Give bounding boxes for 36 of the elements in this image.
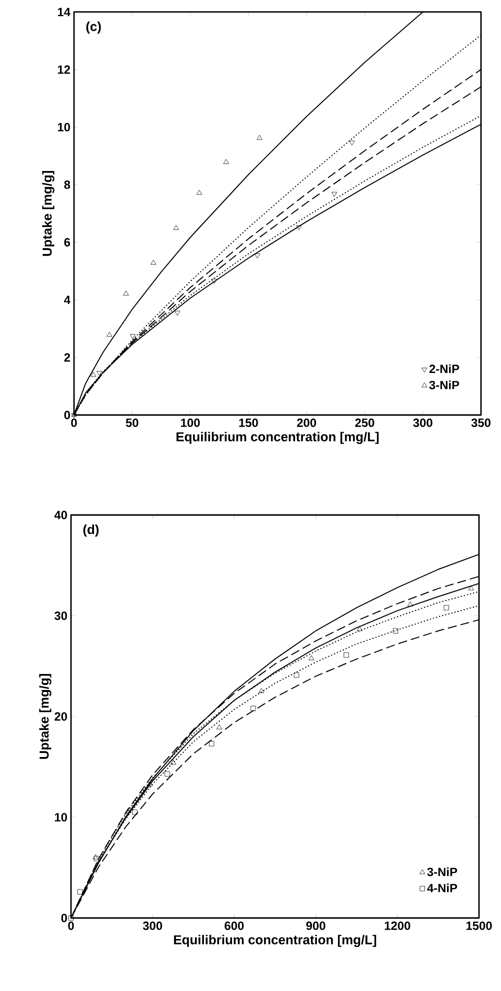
y-tick-label: 0	[64, 410, 70, 420]
x-tick-label: 50	[126, 418, 138, 427]
legend-label: 3-NiP	[429, 380, 460, 390]
x-tick-label: 350	[471, 418, 490, 427]
y-tick-label: 30	[54, 612, 67, 620]
x-tick-label: 1500	[466, 922, 492, 930]
y-tick-label: 10	[58, 122, 70, 132]
legend-label: 2-NiP	[429, 364, 460, 374]
x-tick-label: 900	[306, 922, 326, 930]
text: (c)	[86, 22, 101, 34]
y-tick-label: 2	[64, 353, 70, 362]
y-tick-label: 12	[58, 65, 70, 74]
y-tick-label: 10	[54, 813, 67, 822]
x-tick-label: 100	[181, 418, 200, 427]
y-tick-label: 0	[61, 914, 67, 922]
y-tick-label: 8	[64, 180, 70, 189]
x-tick-label: 300	[413, 418, 432, 427]
x-tick-label: 300	[142, 922, 162, 930]
legend-label: 4-NiP	[427, 884, 458, 892]
x-tick-label: 0	[71, 418, 77, 427]
x-tick-label: 600	[224, 922, 244, 930]
x-tick-label: 1200	[384, 922, 410, 930]
legend-label: 3-NiP	[427, 867, 458, 876]
x-axis-title: Equilibrium concentration [mg/L]	[174, 934, 376, 947]
y-tick-label: 40	[54, 510, 67, 520]
y-tick-label: 6	[64, 238, 70, 246]
x-tick-label: 250	[355, 418, 374, 427]
y-axis-title: Uptake [mg/g]	[42, 171, 54, 256]
y-tick-label: 20	[54, 712, 67, 721]
text: (d)	[83, 524, 99, 537]
y-tick-label: 14	[58, 8, 70, 16]
x-tick-label: 150	[239, 418, 258, 427]
y-tick-label: 4	[64, 296, 70, 304]
y-axis-title: Uptake [mg/g]	[39, 674, 52, 759]
x-axis-title: Equilibrium concentration [mg/L]	[176, 432, 379, 444]
x-tick-label: 200	[297, 418, 316, 427]
